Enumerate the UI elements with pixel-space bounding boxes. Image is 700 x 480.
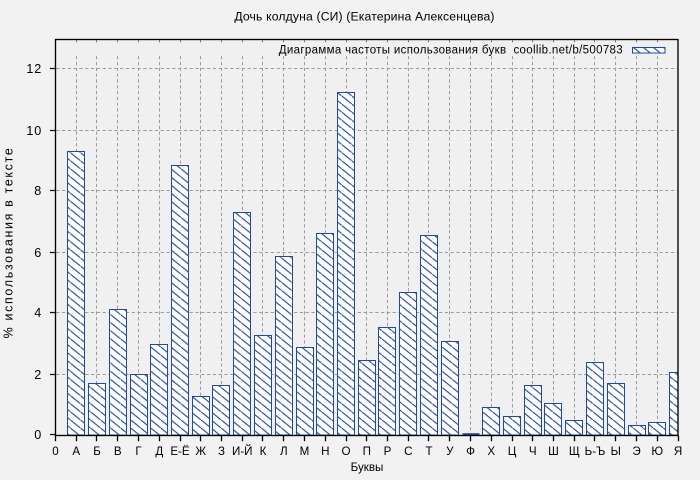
svg-text:12: 12 [26, 62, 42, 76]
svg-text:З: З [218, 445, 225, 458]
svg-text:0: 0 [34, 428, 42, 442]
svg-text:Ь-Ъ: Ь-Ъ [585, 445, 606, 458]
svg-text:Э: Э [632, 445, 640, 458]
svg-text:Щ: Щ [569, 445, 580, 458]
svg-text:10: 10 [26, 124, 42, 138]
svg-text:Р: Р [384, 445, 392, 458]
svg-text:И-Й: И-Й [232, 445, 253, 458]
svg-text:Ю: Ю [651, 445, 663, 458]
svg-text:Л: Л [280, 445, 288, 458]
svg-text:Дочь колдуна (СИ) (Екатерина А: Дочь колдуна (СИ) (Екатерина Алексенцева… [234, 10, 494, 24]
svg-text:Ч: Ч [529, 445, 537, 458]
svg-text:0: 0 [52, 445, 58, 458]
svg-text:6: 6 [34, 246, 42, 260]
svg-text:К: К [260, 445, 267, 458]
svg-text:% использования в тексте: % использования в тексте [2, 147, 16, 339]
svg-text:Буквы: Буквы [351, 461, 384, 474]
svg-text:Г: Г [135, 445, 142, 458]
svg-text:Х: Х [487, 445, 495, 458]
svg-text:2: 2 [34, 368, 42, 382]
svg-text:Ш: Ш [548, 445, 559, 458]
svg-text:4: 4 [34, 306, 42, 320]
svg-text:П: П [363, 445, 371, 458]
svg-text:Н: Н [321, 445, 329, 458]
svg-text:8: 8 [34, 184, 42, 198]
svg-text:Т: Т [425, 445, 432, 458]
svg-text:Ф: Ф [466, 445, 475, 458]
svg-text:В: В [114, 445, 122, 458]
svg-text:Е-Ё: Е-Ё [170, 445, 190, 458]
svg-text:Б: Б [93, 445, 101, 458]
svg-text:М: М [300, 445, 310, 458]
svg-text:Ж: Ж [195, 445, 206, 458]
svg-text:Диаграмма частоты использовани: Диаграмма частоты использования букв coo… [279, 44, 623, 56]
svg-text:У: У [446, 445, 454, 458]
svg-text:О: О [341, 445, 350, 458]
svg-text:Я: Я [674, 445, 682, 458]
svg-text:Ы: Ы [611, 445, 621, 458]
svg-text:Д: Д [155, 445, 163, 458]
svg-text:Ц: Ц [508, 445, 517, 458]
svg-text:С: С [404, 445, 412, 458]
svg-text:А: А [72, 445, 80, 458]
